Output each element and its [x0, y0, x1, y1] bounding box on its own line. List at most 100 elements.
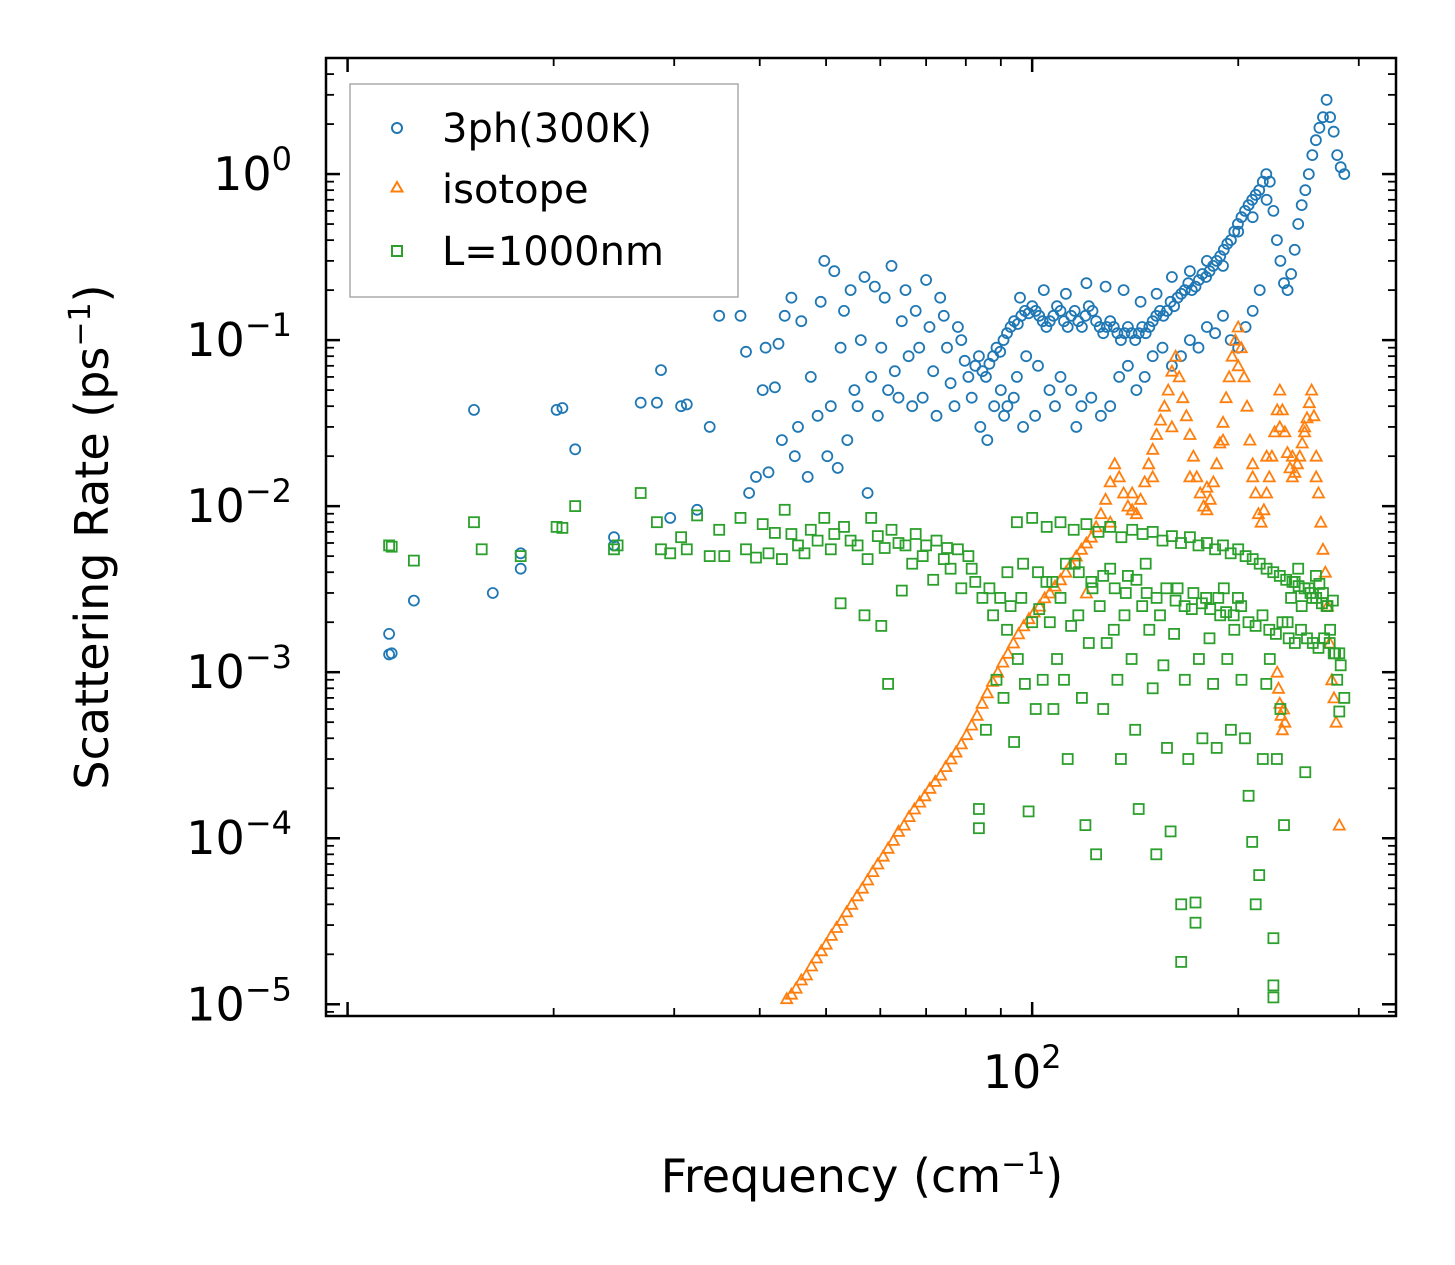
point-l1000nm: [895, 584, 908, 597]
point-l1000nm: [1221, 653, 1234, 665]
point-isotope: [1272, 695, 1287, 709]
point-3ph: [1193, 274, 1205, 286]
y-axis-label-sup: −1: [63, 302, 98, 346]
point-3ph: [468, 403, 480, 416]
y-tick-label: 10−2: [186, 472, 292, 533]
point-3ph: [1278, 277, 1290, 290]
point-isotope: [975, 695, 990, 709]
point-l1000nm: [1249, 898, 1262, 911]
point-isotope: [954, 736, 969, 750]
point-l1000nm: [1036, 673, 1049, 686]
point-isotope: [1168, 348, 1183, 362]
point-isotope: [1199, 479, 1214, 493]
point-l1000nm: [1278, 819, 1290, 831]
point-isotope: [1234, 340, 1249, 354]
point-isotope: [897, 817, 912, 831]
point-l1000nm: [1079, 819, 1092, 831]
point-isotope: [1309, 469, 1324, 483]
point-3ph: [1139, 327, 1152, 340]
point-l1000nm: [1150, 848, 1163, 861]
point-3ph: [906, 400, 919, 413]
point-l1000nm: [1239, 732, 1251, 745]
point-l1000nm: [1187, 587, 1200, 599]
point-l1000nm: [1235, 600, 1248, 612]
point-l1000nm: [1108, 582, 1121, 595]
point-l1000nm: [1292, 580, 1305, 592]
point-isotope: [1011, 626, 1026, 640]
point-l1000nm: [952, 543, 964, 556]
point-l1000nm: [899, 539, 912, 552]
point-isotope: [865, 864, 880, 877]
point-3ph: [888, 365, 901, 378]
point-3ph: [1239, 204, 1251, 217]
point-3ph: [811, 409, 824, 422]
point-isotope: [1251, 506, 1266, 520]
point-l1000nm: [1193, 653, 1205, 665]
point-isotope: [1161, 382, 1176, 396]
point-l1000nm: [962, 550, 975, 562]
y-tick-label: 10−3: [186, 638, 292, 699]
point-l1000nm: [990, 673, 1003, 686]
series-2: [383, 487, 1351, 1004]
point-l1000nm: [1060, 557, 1072, 570]
point-isotope: [1032, 598, 1047, 612]
point-3ph: [1232, 225, 1245, 238]
point-3ph: [1189, 280, 1202, 293]
point-l1000nm: [1182, 753, 1195, 765]
point-l1000nm: [769, 527, 781, 539]
point-3ph: [1263, 175, 1276, 188]
point-3ph: [1130, 384, 1143, 397]
point-l1000nm: [1161, 742, 1173, 754]
point-3ph: [1036, 315, 1049, 328]
point-isotope: [1107, 456, 1122, 470]
point-isotope: [1164, 363, 1179, 377]
point-3ph: [865, 370, 878, 383]
point-l1000nm: [1107, 623, 1120, 636]
point-isotope: [1313, 514, 1328, 528]
point-3ph: [1004, 321, 1017, 333]
point-l1000nm: [1184, 531, 1196, 544]
point-l1000nm: [1090, 848, 1102, 861]
point-3ph: [801, 470, 814, 483]
y-axis-label-close: ): [65, 284, 119, 302]
point-3ph: [892, 391, 905, 404]
point-isotope: [1245, 469, 1260, 483]
point-l1000nm: [1295, 623, 1307, 636]
point-3ph: [909, 304, 922, 317]
point-isotope: [839, 904, 854, 918]
point-l1000nm: [611, 539, 624, 552]
point-isotope: [980, 685, 995, 699]
y-tick-label-base: 10: [186, 313, 245, 367]
point-l1000nm: [997, 692, 1010, 704]
point-l1000nm: [1217, 539, 1229, 552]
point-3ph: [1085, 391, 1098, 404]
point-l1000nm: [1285, 592, 1297, 604]
point-isotope: [819, 936, 834, 950]
point-l1000nm: [1168, 628, 1180, 640]
point-3ph: [1324, 111, 1336, 124]
point-3ph: [1122, 359, 1134, 372]
point-isotope: [1182, 427, 1197, 440]
point-l1000nm: [1260, 678, 1273, 690]
x-tick-label-base: 10: [983, 1045, 1042, 1099]
point-isotope: [1141, 456, 1156, 470]
point-isotope: [870, 856, 885, 870]
point-l1000nm: [514, 550, 527, 562]
point-l1000nm: [1043, 616, 1056, 629]
y-tick-label-base: 10: [186, 977, 245, 1031]
point-isotope: [1175, 390, 1190, 404]
point-l1000nm: [1017, 557, 1029, 570]
point-l1000nm: [1313, 578, 1326, 590]
point-3ph: [772, 337, 785, 350]
point-l1000nm: [1082, 637, 1095, 649]
point-3ph: [1235, 211, 1248, 224]
point-3ph: [486, 587, 499, 599]
point-l1000nm: [608, 543, 620, 556]
point-3ph: [818, 254, 831, 267]
point-isotope: [1326, 690, 1342, 704]
point-3ph: [1122, 321, 1134, 333]
legend: 3ph(300K) isotope L=1000nm: [349, 83, 739, 298]
point-3ph: [792, 420, 804, 433]
